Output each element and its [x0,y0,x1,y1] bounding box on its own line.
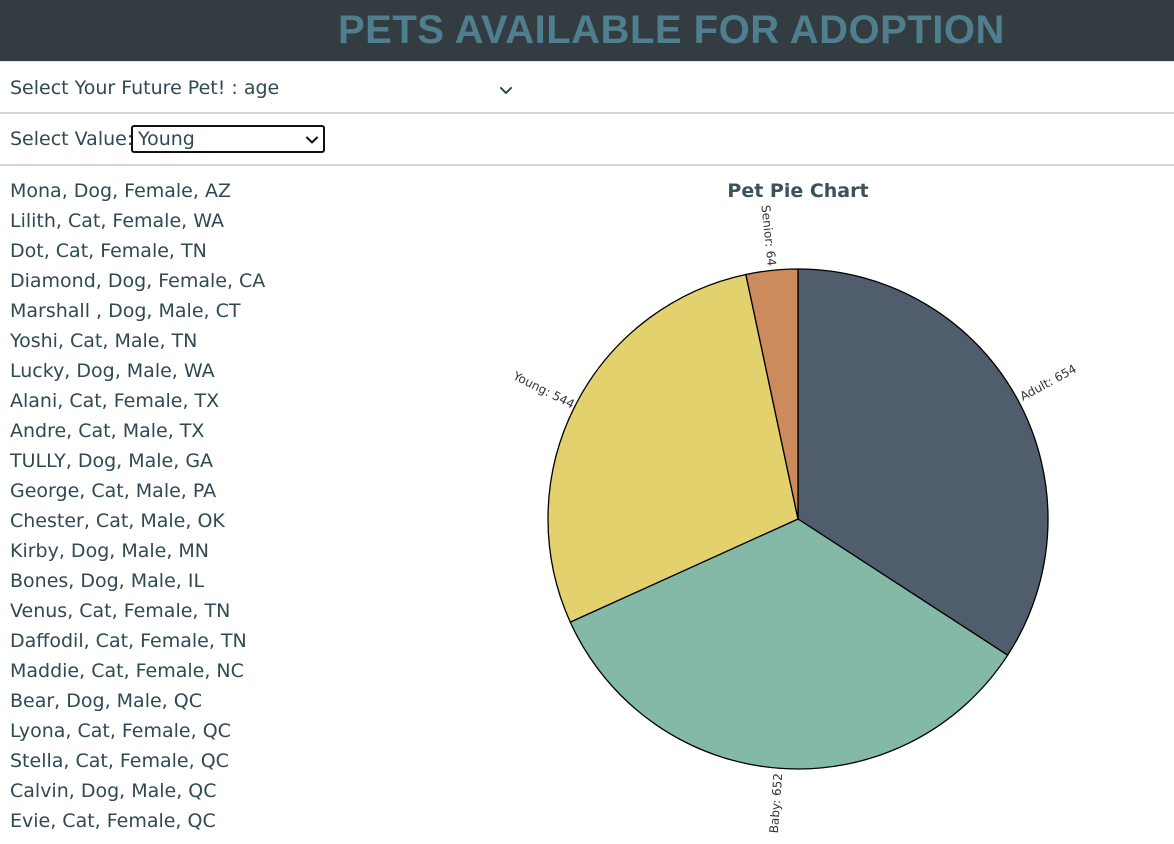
pet-list-item: TULLY, Dog, Male, GA [10,450,214,472]
page-header: PETS AVAILABLE FOR ADOPTION [0,0,1174,61]
value-row: Select Value: Young [0,114,1174,166]
category-select[interactable]: Select Your Future Pet! : age [0,61,1174,114]
pet-pie-chart: Pet Pie Chart Adult: 654 Baby: 652 Young: … [480,170,1120,844]
pet-list-item: Lucky, Dog, Male, WA [10,360,215,382]
pie-label-young: Young: 544 [510,368,577,411]
pet-list-item: Andre, Cat, Male, TX [10,420,205,442]
value-select-current: Young [138,128,195,150]
chevron-down-icon[interactable] [499,84,513,98]
pet-list-item: Venus, Cat, Female, TN [10,600,231,622]
pie-slice-baby [569,518,1009,770]
value-select-label: Select Value: [10,128,134,150]
pie-slice-adult [797,268,1049,657]
category-select-label: Select Your Future Pet! : age [10,77,280,99]
pet-list-item: Calvin, Dog, Male, QC [10,780,217,802]
pet-list-item: Mona, Dog, Female, AZ [10,180,231,202]
pet-list-item: Alani, Cat, Female, TX [10,390,220,412]
page-title: PETS AVAILABLE FOR ADOPTION [338,8,1005,52]
pet-list-item: Stella, Cat, Female, QC [10,750,229,772]
pet-list-item: Maddie, Cat, Female, NC [10,660,244,682]
pet-list-item: Bones, Dog, Male, IL [10,570,205,592]
chart-title: Pet Pie Chart [727,180,868,202]
pet-list: Mona, Dog, Female, AZ Lilith, Cat, Female… [10,176,410,844]
pet-list-item: Marshall , Dog, Male, CT [10,300,241,322]
pie-label-adult: Adult: 654 [1018,362,1079,404]
pie-slice-senior [745,268,799,520]
pet-list-item: George, Cat, Male, PA [10,480,217,502]
pet-list-item: Diamond, Dog, Female, CA [10,270,266,292]
pie-label-baby: Baby: 652 [767,773,786,834]
pet-list-item: Evie, Cat, Female, QC [10,810,216,832]
pie-slice-young [547,273,799,623]
value-select[interactable]: Young [131,125,325,153]
pet-list-item: Daffodil, Cat, Female, TN [10,630,247,652]
pet-list-item: Bear, Dog, Male, QC [10,690,202,712]
pet-list-item: Kirby, Dog, Male, MN [10,540,210,562]
chevron-down-icon[interactable] [306,134,318,146]
pet-list-item: Lyona, Cat, Female, QC [10,720,231,742]
pet-list-item: Yoshi, Cat, Male, TN [10,330,198,352]
pet-list-item: Dot, Cat, Female, TN [10,240,207,262]
pet-list-item: Chester, Cat, Male, OK [10,510,225,532]
pie-label-senior: Senior: 64 [758,204,778,266]
pet-list-item: Lilith, Cat, Female, WA [10,210,224,232]
pie-chart-svg: Pet Pie Chart Adult: 654 Baby: 652 Young: … [510,180,1079,834]
